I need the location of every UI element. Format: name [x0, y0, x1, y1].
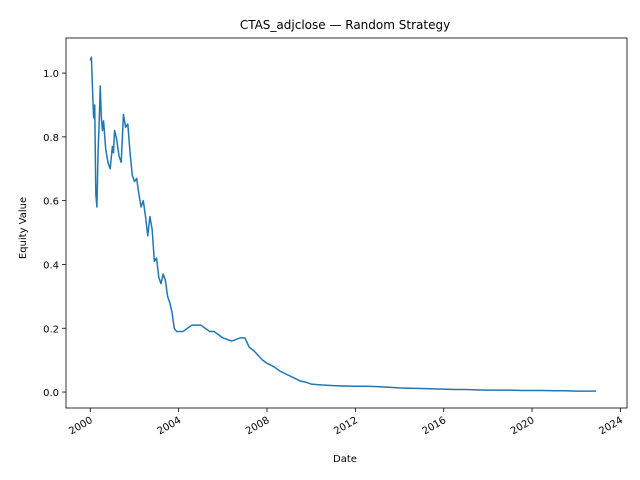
y-tick-label: 0.2 — [43, 324, 59, 335]
y-tick-label: 0.0 — [43, 388, 59, 399]
y-tick-label: 0.8 — [43, 133, 59, 144]
plot-area — [65, 37, 628, 409]
y-axis-label: Equity Value — [18, 197, 29, 259]
chart-title: CTAS_adjclose — Random Strategy — [240, 18, 450, 32]
y-tick-label: 0.4 — [43, 260, 59, 271]
plot-frame — [65, 37, 628, 409]
equity-line — [89, 56, 597, 392]
x-axis-label: Date — [333, 454, 357, 465]
y-axis-ticks: 0.0 0.2 0.4 0.6 0.8 1.0 — [43, 69, 66, 399]
y-tick-label: 0.6 — [43, 197, 59, 208]
y-tick-label: 1.0 — [43, 69, 59, 80]
